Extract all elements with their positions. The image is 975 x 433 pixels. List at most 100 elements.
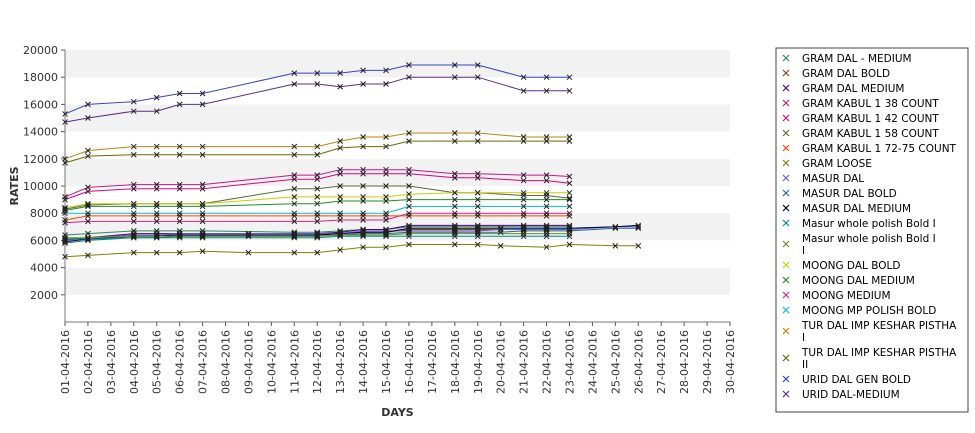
x-tick-label: 25-04-2016 [609, 330, 622, 394]
series-line [64, 199, 570, 211]
x-tick-label: 10-04-2016 [265, 330, 278, 394]
data-point-marker [291, 176, 298, 183]
data-point-marker [451, 174, 458, 181]
legend-marker [782, 189, 790, 197]
data-point-marker [474, 138, 481, 144]
data-point-marker [62, 236, 68, 242]
data-point-marker [520, 177, 527, 184]
legend-marker [782, 219, 790, 227]
legend-marker [782, 327, 790, 335]
data-point-marker [566, 226, 573, 233]
data-point-marker [291, 200, 298, 207]
data-point-marker [360, 143, 366, 150]
data-point-marker [543, 172, 550, 178]
data-point-marker [314, 210, 321, 217]
data-point-marker [360, 210, 366, 217]
data-point-marker [474, 196, 481, 203]
y-tick-label: 10000 [23, 180, 58, 193]
data-point-marker [360, 170, 366, 177]
data-point-marker [612, 242, 619, 249]
data-point-marker [199, 143, 206, 150]
x-tick-label: 19-04-2016 [472, 330, 485, 394]
data-point-marker [291, 185, 298, 192]
data-point-marker [291, 143, 298, 150]
legend-marker [782, 306, 790, 314]
data-point-marker [337, 232, 344, 238]
data-point-marker [153, 185, 160, 192]
legend-item-label: GRAM KABUL 1 38 COUNT [802, 98, 939, 110]
data-point-marker [85, 230, 91, 237]
x-tick-label: 14-04-2016 [357, 330, 370, 394]
data-point-marker [474, 203, 481, 210]
legend-item-label: Masur whole polish Bold I [802, 218, 936, 230]
data-point-marker [520, 138, 527, 144]
x-tick-label: 18-04-2016 [449, 330, 462, 394]
data-point-marker [520, 230, 527, 237]
x-tick-label: 22-04-2016 [541, 330, 554, 394]
data-point-marker [153, 94, 160, 101]
data-point-marker [451, 196, 458, 203]
data-point-marker [153, 108, 160, 115]
data-point-marker [497, 229, 504, 236]
data-point-marker [635, 222, 642, 229]
data-point-marker [176, 218, 183, 225]
data-point-marker [153, 249, 160, 256]
legend-item-label: MOONG DAL BOLD [802, 260, 900, 272]
data-point-marker [85, 252, 91, 259]
x-tick-label: 17-04-2016 [426, 330, 439, 394]
legend-item-label: GRAM KABUL 1 58 COUNT [802, 128, 939, 140]
data-point-marker [383, 166, 389, 173]
data-point-marker [85, 218, 91, 225]
data-point-marker [566, 189, 573, 196]
legend: GRAM DAL - MEDIUM GRAM DAL BOLD GRAM DAL M… [775, 47, 969, 413]
data-point-marker [451, 203, 458, 210]
data-point-marker [360, 217, 366, 223]
data-point-marker [360, 134, 366, 140]
legend-marker [782, 174, 790, 182]
data-point-marker [85, 236, 91, 242]
legend-item-label: MOONG MP POLISH BOLD [802, 305, 936, 317]
data-point-marker [406, 225, 412, 232]
data-point-marker [543, 189, 550, 196]
data-point-marker [543, 138, 550, 144]
data-point-marker [474, 170, 481, 177]
data-point-marker [520, 210, 527, 217]
data-point-marker [543, 196, 550, 203]
data-point-marker [406, 74, 412, 81]
data-point-marker [383, 244, 389, 251]
x-tick-label: 16-04-2016 [403, 330, 416, 394]
data-point-marker [199, 234, 206, 241]
legend-marker [782, 240, 790, 248]
data-point-marker [383, 170, 389, 177]
data-point-marker [314, 233, 321, 240]
data-point-marker [85, 153, 91, 159]
data-point-marker [199, 218, 206, 225]
legend-marker [782, 204, 790, 212]
data-point-marker [474, 189, 481, 196]
data-point-marker [451, 130, 458, 136]
series-line [64, 243, 639, 258]
data-point-marker [337, 217, 344, 223]
data-point-marker [85, 184, 91, 191]
data-point-marker [451, 241, 458, 248]
legend-marker [782, 261, 790, 269]
data-point-marker [543, 230, 550, 237]
grid-band [65, 50, 730, 78]
data-point-marker [360, 232, 366, 238]
x-tick-label: 26-04-2016 [632, 330, 645, 394]
data-point-marker [451, 229, 458, 236]
data-point-marker [451, 138, 458, 144]
data-point-marker [314, 81, 321, 87]
legend-item-label: TUR DAL IMP KESHAR PISTHA I [801, 320, 957, 344]
legend-marker [782, 54, 790, 62]
x-tick-label: 12-04-2016 [311, 330, 324, 394]
data-point-marker [62, 253, 68, 260]
data-point-marker [176, 143, 183, 150]
data-point-marker [62, 234, 68, 241]
data-point-marker [451, 170, 458, 177]
x-tick-label: 30-04-2016 [724, 330, 737, 394]
data-point-marker [383, 198, 389, 204]
data-point-marker [337, 210, 344, 217]
data-point-marker [62, 206, 68, 212]
data-point-marker [62, 155, 68, 162]
